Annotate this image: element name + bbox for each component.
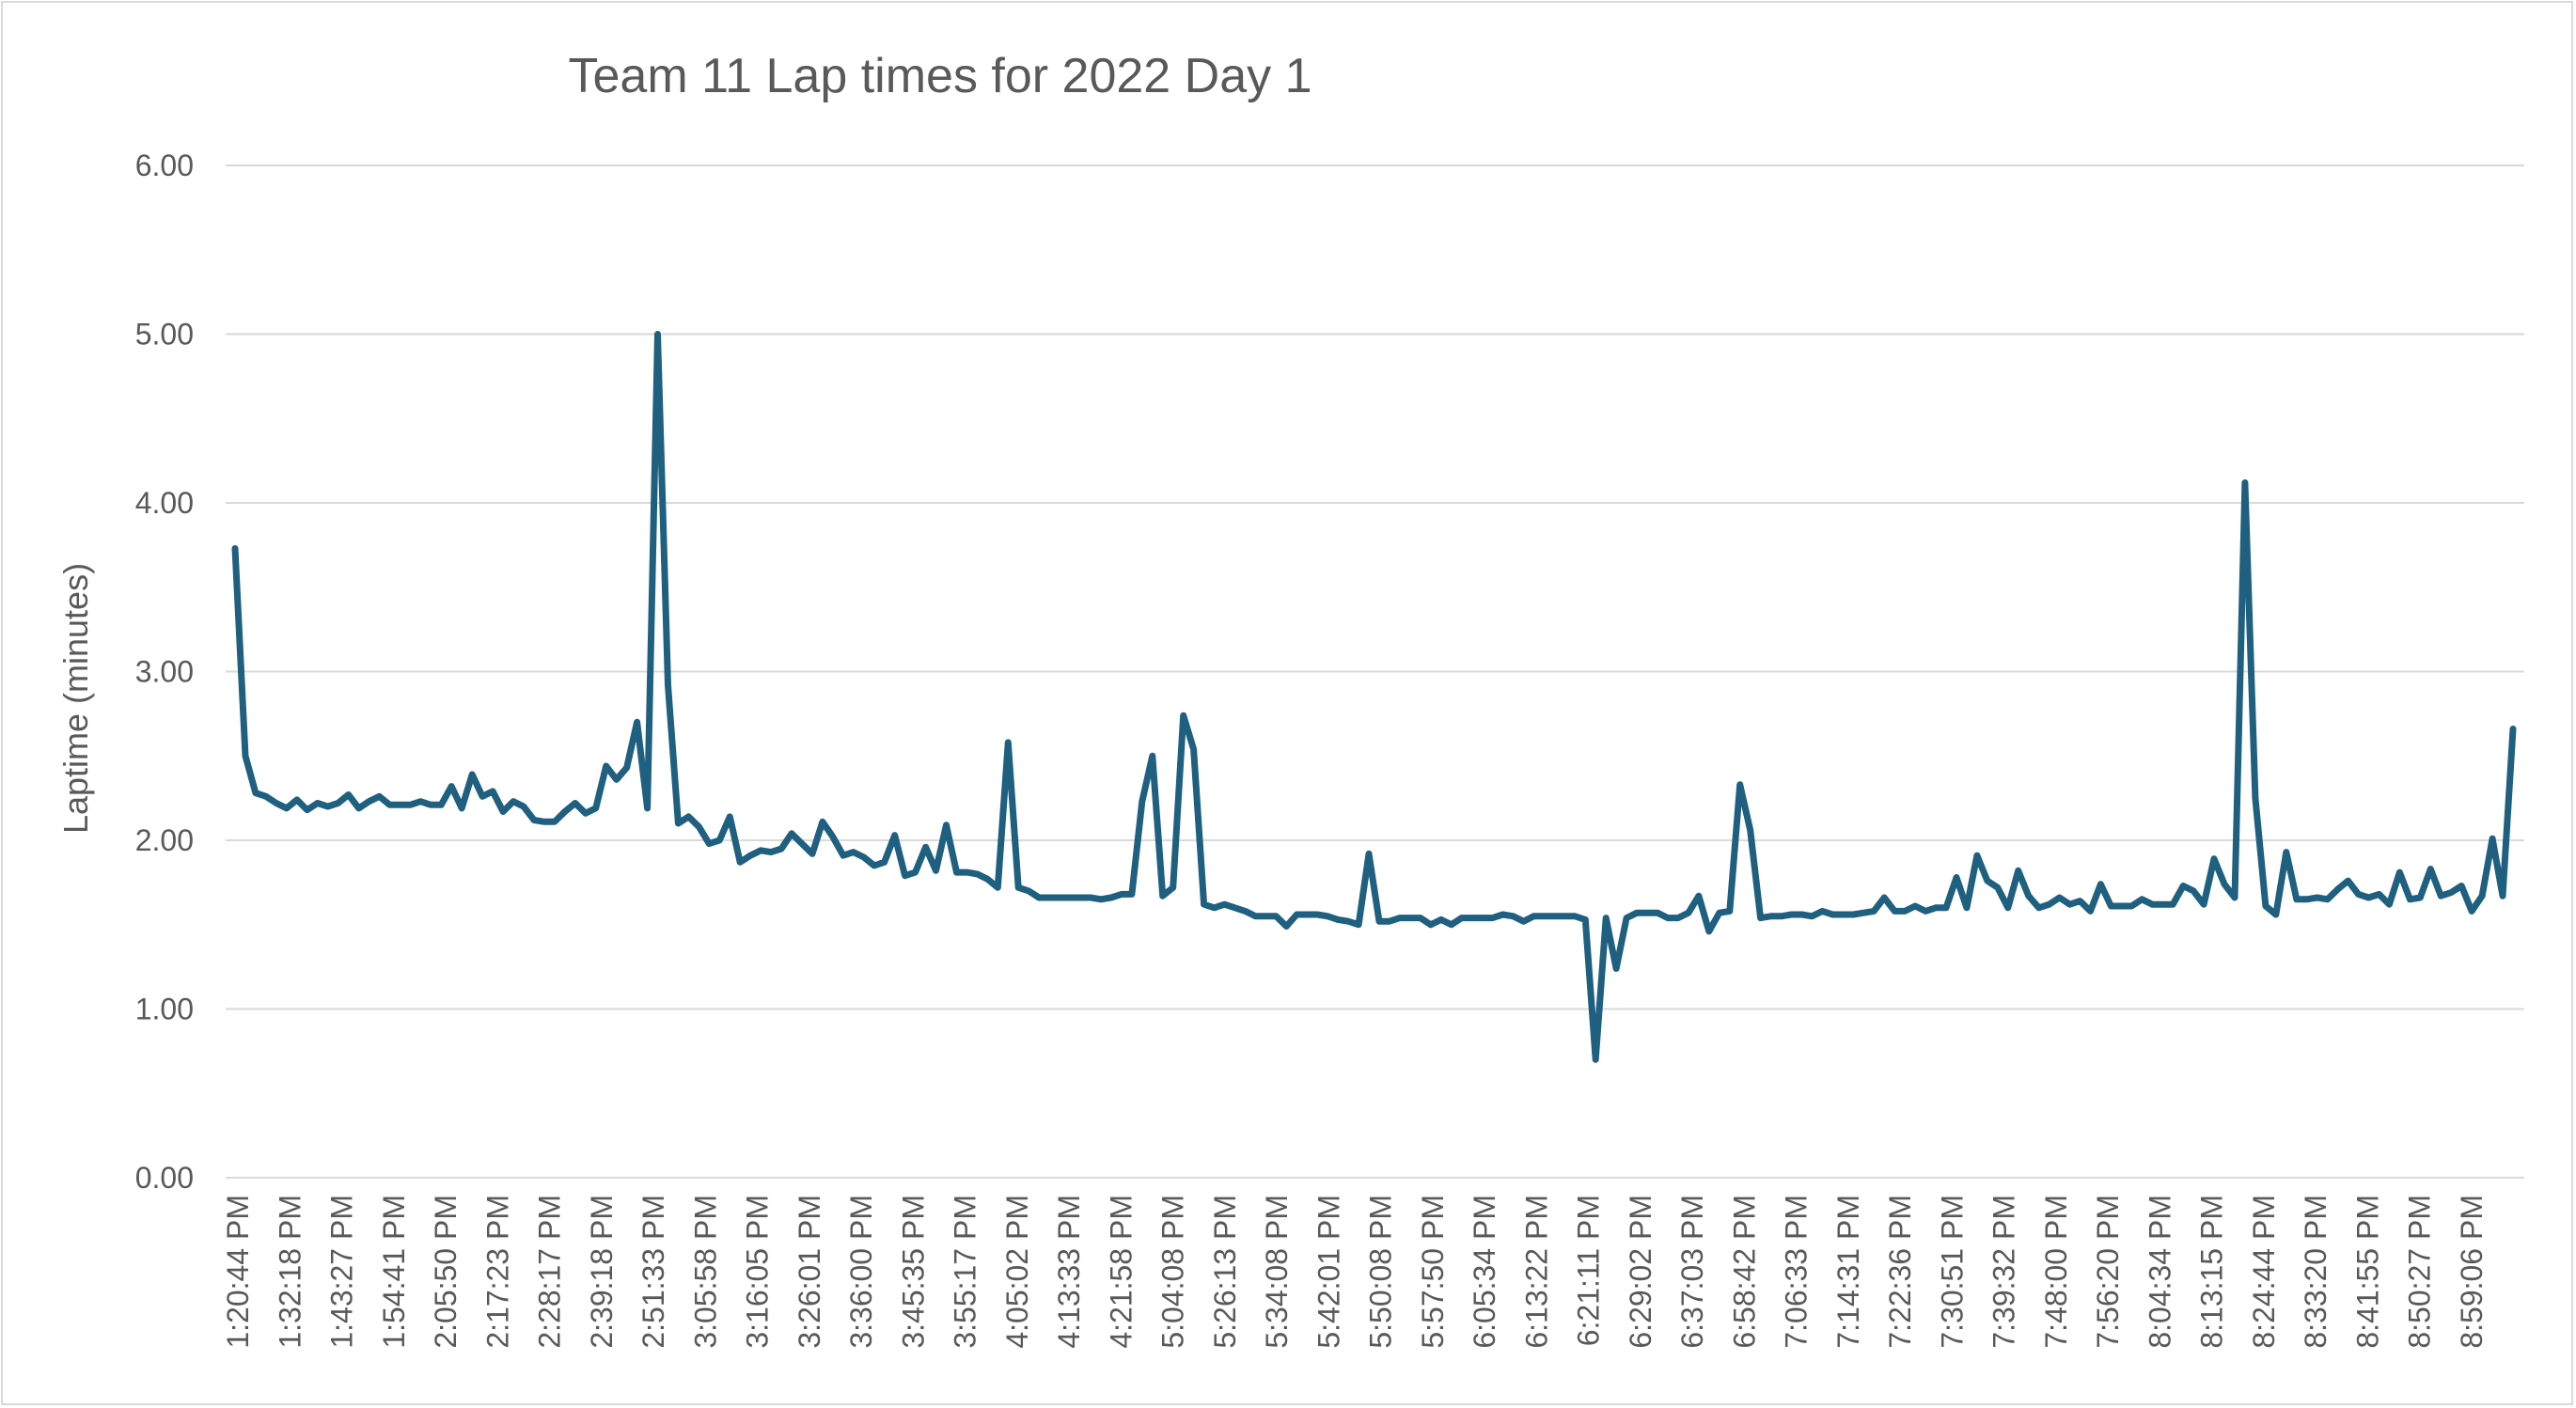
x-tick-label: 6:29:02 PM [1624,1195,1657,1349]
x-tick-label: 2:28:17 PM [533,1195,567,1349]
x-tick-label: 8:59:06 PM [2455,1195,2489,1349]
x-tick-label: 6:21:11 PM [1572,1195,1606,1346]
x-tick-label: 1:20:44 PM [221,1195,255,1349]
x-tick-label: 4:21:58 PM [1104,1195,1138,1349]
x-tick-label: 7:06:33 PM [1780,1195,1814,1349]
x-tick-label: 1:32:18 PM [273,1195,306,1349]
x-tick-label: 3:26:01 PM [793,1195,826,1349]
line-chart: Team 11 Lap times for 2022 Day 1 Laptime… [56,49,2524,1349]
x-tick-label: 2:39:18 PM [585,1195,619,1349]
y-tick-labels: 0.00 1.00 2.00 3.00 4.00 5.00 6.00 [135,149,194,1195]
x-tick-label: 3:36:00 PM [844,1195,878,1349]
series-line [231,331,2517,1063]
y-tick-label: 6.00 [135,149,194,182]
gridlines [226,164,2524,1179]
y-tick-label: 5.00 [135,318,194,352]
y-tick-label: 0.00 [135,1161,194,1195]
x-tick-label: 6:37:03 PM [1675,1195,1709,1349]
x-tick-label: 6:58:42 PM [1727,1195,1761,1349]
x-tick-label: 4:13:33 PM [1052,1195,1086,1349]
y-tick-label: 4.00 [135,486,194,520]
x-tick-label: 7:56:20 PM [2091,1195,2125,1349]
y-tick-label: 3.00 [135,655,194,689]
x-tick-label: 5:04:08 PM [1156,1195,1190,1349]
x-tick-label: 6:05:34 PM [1468,1195,1501,1349]
x-tick-label: 4:05:02 PM [1000,1195,1034,1349]
x-tick-label: 3:05:58 PM [688,1195,722,1349]
x-tick-label: 5:34:08 PM [1260,1195,1294,1349]
x-tick-label: 7:22:36 PM [1883,1195,1917,1349]
x-tick-label: 5:50:08 PM [1364,1195,1398,1349]
x-tick-label: 5:42:01 PM [1312,1195,1345,1349]
x-tick-label: 1:54:41 PM [377,1195,411,1349]
x-tick-label: 8:13:15 PM [2195,1195,2229,1349]
x-tick-label: 8:41:55 PM [2350,1195,2384,1349]
x-tick-label: 5:57:50 PM [1416,1195,1450,1349]
x-tick-label: 7:14:31 PM [1831,1195,1865,1349]
x-tick-label: 1:43:27 PM [325,1195,359,1349]
x-tick-label: 2:17:23 PM [480,1195,514,1349]
x-tick-label: 3:55:17 PM [949,1195,982,1349]
x-tick-label: 7:48:00 PM [2039,1195,2073,1349]
y-tick-label: 2.00 [135,823,194,857]
y-tick-label: 1.00 [135,993,194,1026]
chart-title: Team 11 Lap times for 2022 Day 1 [568,49,1312,103]
x-tick-label: 2:05:50 PM [429,1195,463,1349]
x-tick-label: 8:50:27 PM [2403,1195,2437,1349]
y-axis-label: Laptime (minutes) [56,563,95,834]
x-tick-label: 6:13:22 PM [1519,1195,1553,1349]
x-tick-label: 8:04:34 PM [2143,1195,2176,1349]
series-group [231,331,2517,1063]
x-tick-labels: 1:20:44 PM 1:32:18 PM 1:43:27 PM 1:54:41 PM… [221,1195,2489,1349]
x-tick-label: 7:39:32 PM [1987,1195,2021,1349]
x-tick-label: 3:45:35 PM [896,1195,930,1349]
x-tick-label: 3:16:05 PM [741,1195,775,1349]
x-tick-label: 5:26:13 PM [1208,1195,1242,1349]
x-tick-label: 7:30:51 PM [1935,1195,1969,1349]
x-tick-label: 8:33:20 PM [2299,1195,2333,1349]
x-tick-label: 2:51:33 PM [636,1195,670,1349]
x-tick-label: 8:24:44 PM [2247,1195,2281,1349]
